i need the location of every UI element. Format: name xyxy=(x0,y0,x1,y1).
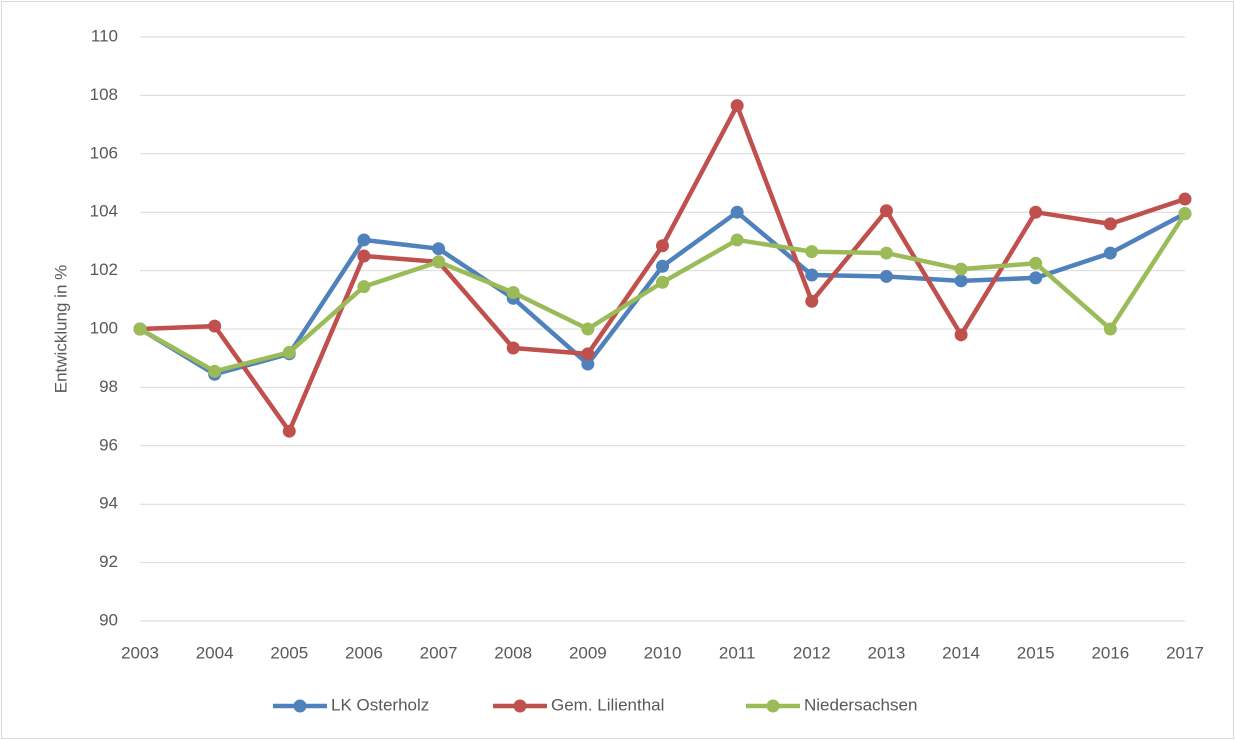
data-point xyxy=(208,319,222,333)
x-tick-label: 2006 xyxy=(345,643,383,662)
data-point xyxy=(357,280,371,294)
y-tick-label: 96 xyxy=(99,435,118,454)
data-point xyxy=(506,286,520,299)
y-tick-label: 94 xyxy=(99,494,118,513)
x-tick-label: 2009 xyxy=(569,643,607,662)
data-point xyxy=(432,242,446,256)
data-point xyxy=(357,233,371,247)
data-point xyxy=(805,294,819,308)
data-point xyxy=(357,249,371,263)
x-tick-label: 2007 xyxy=(420,643,458,662)
data-point xyxy=(1103,246,1117,260)
legend-label: LK Osterholz xyxy=(331,695,429,714)
x-tick-label: 2012 xyxy=(793,643,831,662)
data-point xyxy=(954,262,968,276)
data-point xyxy=(730,99,744,113)
data-point xyxy=(730,205,744,219)
y-tick-label: 90 xyxy=(99,610,118,629)
data-point xyxy=(954,328,968,342)
data-point xyxy=(1029,256,1043,270)
data-point xyxy=(656,275,669,289)
y-tick-label: 100 xyxy=(90,318,118,337)
data-point xyxy=(581,322,595,336)
data-point xyxy=(656,259,669,273)
y-tick-label: 92 xyxy=(99,552,118,571)
data-point xyxy=(1029,205,1043,219)
data-point xyxy=(506,341,520,355)
legend-marker xyxy=(513,699,527,713)
data-point xyxy=(133,322,147,336)
data-point xyxy=(1103,217,1117,231)
x-tick-label: 2016 xyxy=(1091,643,1129,662)
x-tick-label: 2011 xyxy=(719,643,756,662)
data-point xyxy=(1178,192,1192,206)
y-tick-label: 98 xyxy=(99,377,118,396)
y-tick-label: 106 xyxy=(90,143,118,162)
x-tick-label: 2005 xyxy=(270,643,308,662)
y-axis-label: Entwicklung in % xyxy=(51,265,70,394)
y-tick-label: 104 xyxy=(90,202,118,221)
data-point xyxy=(208,364,222,378)
data-point xyxy=(1103,322,1117,336)
data-point xyxy=(879,246,893,260)
data-point xyxy=(805,268,819,282)
x-tick-label: 2013 xyxy=(868,643,906,662)
data-point xyxy=(1178,207,1192,221)
x-tick-label: 2008 xyxy=(494,643,532,662)
legend-marker xyxy=(766,699,780,713)
data-point xyxy=(432,255,446,269)
x-tick-label: 2015 xyxy=(1017,643,1055,662)
data-point xyxy=(879,204,893,218)
data-point xyxy=(581,347,595,361)
data-point xyxy=(656,239,669,253)
data-point xyxy=(282,424,296,438)
data-point xyxy=(1029,271,1043,285)
data-point xyxy=(282,345,296,359)
legend-label: Gem. Lilienthal xyxy=(551,695,664,714)
data-point xyxy=(879,269,893,283)
legend-marker xyxy=(293,699,307,713)
x-tick-label: 2004 xyxy=(196,643,234,662)
data-point xyxy=(805,245,819,259)
legend-label: Niedersachsen xyxy=(804,695,917,714)
y-tick-label: 108 xyxy=(90,85,118,104)
x-tick-label: 2017 xyxy=(1166,643,1204,662)
y-tick-label: 110 xyxy=(91,26,118,45)
x-tick-label: 2010 xyxy=(644,643,682,662)
data-point xyxy=(954,274,968,288)
data-point xyxy=(581,357,595,371)
y-tick-label: 102 xyxy=(90,260,118,279)
x-tick-label: 2014 xyxy=(942,643,980,662)
data-point xyxy=(730,233,744,247)
x-tick-label: 2003 xyxy=(121,643,159,662)
